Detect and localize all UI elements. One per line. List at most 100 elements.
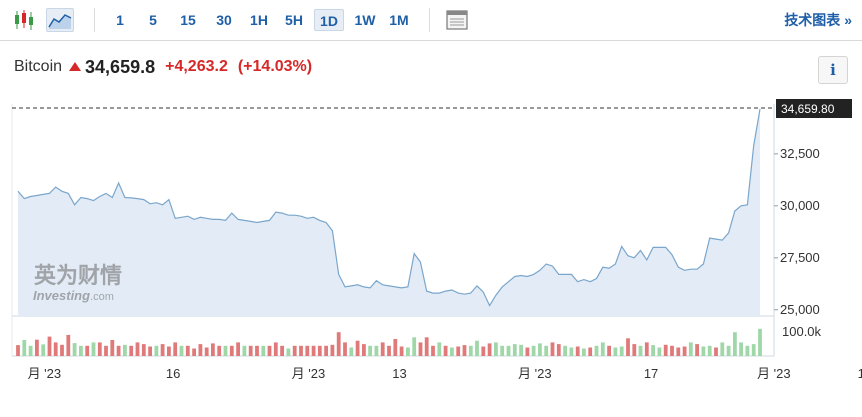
volume-tick-label: 100.0k (782, 324, 822, 339)
volume-bar (475, 340, 479, 356)
interval-15[interactable]: 15 (180, 12, 196, 28)
price-area-fill (18, 109, 760, 316)
volume-bar (129, 345, 134, 356)
volume-bar (349, 347, 354, 356)
volume-bar (575, 346, 580, 356)
volume-bar (487, 343, 492, 356)
volume-bar (148, 346, 152, 356)
volume-bar (500, 345, 505, 356)
volume-bar (569, 347, 574, 356)
x-tick-label: 16 (166, 366, 180, 381)
volume-bar (261, 345, 266, 356)
volume-bar (456, 346, 461, 356)
volume-bar (242, 345, 247, 356)
volume-bar (343, 342, 347, 356)
volume-bar (236, 342, 240, 356)
volume-bar (387, 345, 391, 356)
volume-bar (229, 345, 234, 356)
volume-bar (393, 339, 398, 356)
volume-bar (79, 345, 83, 356)
volume-bar (663, 344, 668, 356)
x-tick-label: 13 (392, 366, 406, 381)
volume-bar (167, 346, 171, 356)
volume-bar (733, 332, 737, 356)
interval-5h[interactable]: 5H (285, 12, 303, 28)
volume-bar (28, 345, 33, 356)
y-tick-label: 32,500 (780, 146, 820, 161)
interval-1m[interactable]: 1M (389, 12, 409, 28)
interval-1[interactable]: 1 (116, 12, 124, 28)
volume-bar (280, 345, 284, 356)
volume-bar (519, 344, 523, 356)
area-chart-icon[interactable] (46, 8, 74, 32)
volume-bar (751, 344, 756, 356)
x-tick-label: 月 '23 (518, 366, 552, 381)
volume-bar (41, 344, 46, 356)
last-price-label-text: 34,659.80 (781, 102, 835, 116)
candlestick-chart-icon[interactable] (12, 8, 36, 32)
volume-bar (424, 337, 429, 356)
interval-30[interactable]: 30 (216, 12, 232, 28)
info-button[interactable]: i (818, 56, 848, 84)
volume-bar (192, 348, 196, 356)
volume-bar (60, 344, 64, 356)
volume-bar (362, 344, 366, 356)
volume-bar (758, 328, 762, 356)
price-change: +4,263.2 (165, 58, 228, 75)
volume-bar (66, 334, 71, 356)
volume-bar (550, 342, 555, 356)
volume-bar (582, 348, 586, 356)
volume-bar (619, 346, 624, 356)
watermark-cn: 英为财情 (34, 263, 122, 289)
volume-bar (204, 347, 209, 356)
volume-bar (556, 344, 561, 356)
volume-bar (638, 345, 643, 356)
interval-5[interactable]: 5 (149, 12, 157, 28)
last-price-label-box (776, 99, 852, 118)
technical-chart-link[interactable]: 技术图表 » (784, 12, 852, 28)
volume-bar (16, 345, 20, 356)
volume-bar (85, 345, 90, 356)
volume-bar (135, 342, 140, 356)
volume-bar (305, 345, 310, 356)
interval-1w[interactable]: 1W (354, 12, 376, 28)
volume-bar (525, 347, 530, 356)
volume-bar (330, 344, 335, 356)
last-price: 34,659.8 (85, 56, 156, 77)
toolbar-separator (94, 8, 95, 32)
volume-bar (154, 345, 159, 356)
data-table-icon[interactable] (445, 8, 469, 32)
interval-1h[interactable]: 1H (250, 12, 268, 28)
volume-bar (116, 345, 121, 356)
instrument-name: Bitcoin (14, 58, 63, 75)
volume-bar (676, 347, 681, 356)
volume-bar (431, 345, 435, 356)
volume-bar (450, 347, 454, 356)
volume-bar (506, 345, 511, 356)
volume-bar (179, 345, 184, 356)
volume-bar (626, 338, 630, 356)
volume-bar (72, 343, 77, 356)
y-tick-label: 25,000 (780, 302, 820, 317)
volume-bar (173, 342, 178, 356)
y-tick-label: 30,000 (780, 198, 820, 213)
investing-watermark: 英为财情 Investing.com (33, 263, 122, 303)
price-axis: 32,500 30,000 27,500 25,000 100.0k (774, 146, 822, 339)
volume-bar (97, 342, 102, 356)
volume-bar (607, 345, 611, 356)
volume-bar (211, 343, 215, 356)
volume-bar (600, 342, 605, 356)
price-change-percent: (+14.03%) (237, 58, 313, 75)
watermark-en-suffix: .com (90, 291, 114, 303)
interval-1d[interactable]: 1D (314, 9, 344, 31)
volume-bar (437, 342, 442, 356)
volume-bar (726, 345, 731, 356)
volume-bar (688, 342, 693, 356)
price-line (17, 108, 761, 307)
volume-bar (185, 345, 190, 356)
volume-bar (594, 345, 599, 356)
volume-bar (695, 344, 699, 356)
volume-bar (47, 336, 52, 356)
volume-bar (35, 339, 39, 356)
price-chart[interactable]: 英为财情 Investing.com 32,500 30,000 27,500 25,… (0, 96, 862, 417)
